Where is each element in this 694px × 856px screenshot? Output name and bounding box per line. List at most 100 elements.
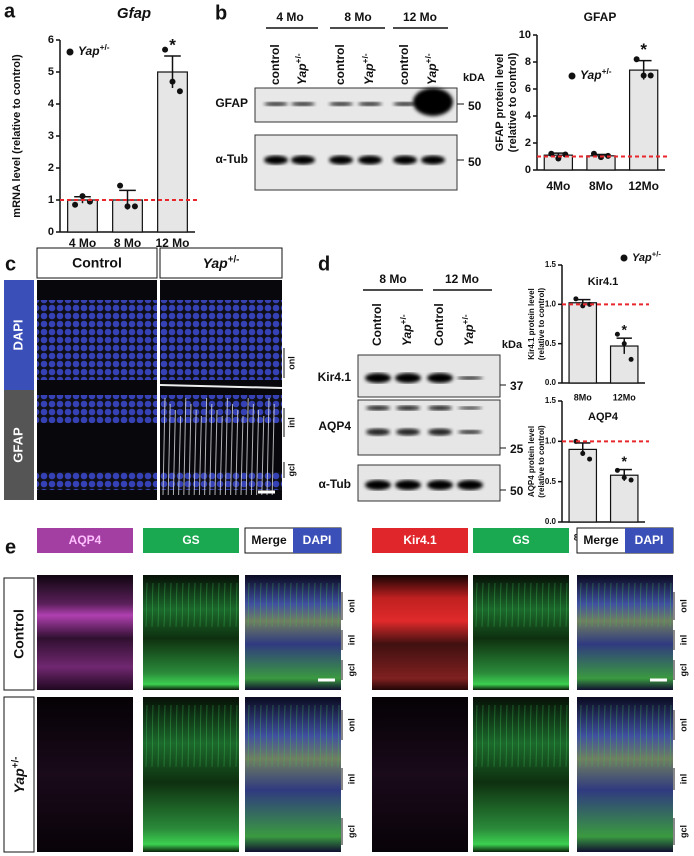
gfap-fiber — [193, 409, 197, 496]
y-tick-label: 0.0 — [545, 517, 557, 526]
blot-marker: 50 — [468, 99, 482, 113]
bar — [568, 302, 598, 384]
lane-label: Control — [432, 303, 446, 346]
muller-fiber — [157, 704, 160, 767]
chart-title: Kir4.1 — [588, 276, 619, 288]
data-point — [117, 182, 124, 189]
muller-fiber — [289, 704, 292, 767]
muller-fiber — [217, 582, 220, 627]
muller-fiber — [565, 704, 568, 767]
blot-marker: 50 — [468, 155, 482, 169]
y-axis-label: (relative to control) — [537, 425, 546, 498]
genotype-sup: +/- — [602, 66, 612, 76]
muller-fiber — [175, 704, 178, 767]
muller-fiber — [517, 582, 520, 627]
blot-band — [264, 155, 288, 165]
muller-fiber — [565, 582, 568, 627]
y-tick-label: 4 — [48, 98, 55, 110]
muller-fiber — [253, 582, 256, 627]
muller-fiber — [651, 704, 654, 767]
stain-header-label: GS — [182, 533, 199, 547]
muller-fiber — [331, 704, 334, 767]
blot-band — [366, 405, 390, 411]
muller-fiber — [181, 582, 184, 627]
y-tick-label: 2 — [48, 162, 54, 174]
muller-fiber — [235, 582, 238, 627]
data-point — [580, 450, 586, 456]
data-point — [548, 150, 555, 157]
muller-fiber — [295, 704, 298, 767]
muller-fiber — [639, 582, 642, 627]
y-tick-label: 1.5 — [545, 260, 557, 269]
layer-label: inl — [346, 635, 356, 646]
blot-band — [358, 102, 382, 106]
significance: * — [622, 322, 628, 338]
muller-fiber — [211, 704, 214, 767]
stain-header — [473, 528, 569, 553]
row-header — [3, 577, 35, 691]
layer-label: onl — [346, 718, 356, 732]
gfap-fiber — [178, 415, 182, 496]
x-tick-label: 8Mo — [574, 392, 593, 402]
blot-marker: 50 — [510, 484, 524, 498]
gfap-fiber — [204, 397, 208, 496]
blot-band — [458, 406, 482, 410]
muller-fiber — [235, 704, 238, 767]
genotype-sup: +/- — [10, 757, 21, 769]
data-point — [621, 475, 627, 481]
muller-fiber — [277, 704, 280, 767]
micrograph — [372, 697, 468, 852]
muller-fiber — [301, 582, 304, 627]
muller-fiber — [523, 704, 526, 767]
y-tick-label: 1.0 — [545, 299, 557, 308]
chart-title: GFAP — [584, 10, 617, 24]
dapi-header — [293, 528, 341, 553]
legend-marker — [620, 254, 628, 262]
muller-fiber — [609, 582, 612, 627]
muller-fiber — [633, 582, 636, 627]
legend-marker — [66, 48, 74, 56]
blot-band — [291, 155, 315, 165]
row-header — [3, 696, 35, 853]
dapi-label: DAPI — [303, 533, 332, 547]
muller-fiber — [475, 582, 478, 627]
stain-header — [372, 528, 468, 553]
data-point — [124, 203, 131, 210]
muller-fiber — [579, 582, 582, 627]
muller-fiber — [669, 582, 672, 627]
muller-fiber — [331, 582, 334, 627]
y-tick-label: 1 — [48, 194, 54, 206]
blot-band — [421, 155, 445, 165]
layer-label: onl — [678, 718, 688, 732]
genotype-name: Yap — [632, 252, 652, 264]
muller-fiber — [535, 582, 538, 627]
layer-label: gcl — [346, 825, 356, 838]
muller-fiber — [553, 704, 556, 767]
layer-label: gcl — [346, 663, 356, 676]
gfap-fiber — [235, 409, 239, 496]
data-point — [614, 331, 620, 337]
layer-label: onl — [346, 599, 356, 613]
muller-fiber — [229, 582, 232, 627]
muller-fiber — [553, 582, 556, 627]
muller-fiber — [541, 704, 544, 767]
muller-fiber — [319, 582, 322, 627]
muller-fiber — [337, 582, 340, 627]
blot-label: GFAP — [215, 96, 248, 110]
gfap-fiber — [209, 403, 213, 496]
stain-header-label: Kir4.1 — [403, 533, 437, 547]
stain-header-label: AQP4 — [69, 533, 102, 547]
muller-fiber — [493, 704, 496, 767]
muller-fiber — [627, 582, 630, 627]
genotype-name: Yap — [203, 255, 229, 271]
lane-label: Control — [370, 303, 384, 346]
x-tick-label: 4 Mo — [69, 236, 96, 250]
y-axis-label: AQP4 protein level — [527, 426, 536, 497]
blot-unit: kDA — [463, 72, 485, 84]
muller-fiber — [247, 582, 250, 627]
blot-label: Kir4.1 — [318, 370, 352, 384]
time-point: 8 Mo — [379, 272, 406, 286]
muller-fiber — [481, 704, 484, 767]
stain-header — [37, 528, 133, 553]
gfap-fiber — [266, 397, 270, 496]
